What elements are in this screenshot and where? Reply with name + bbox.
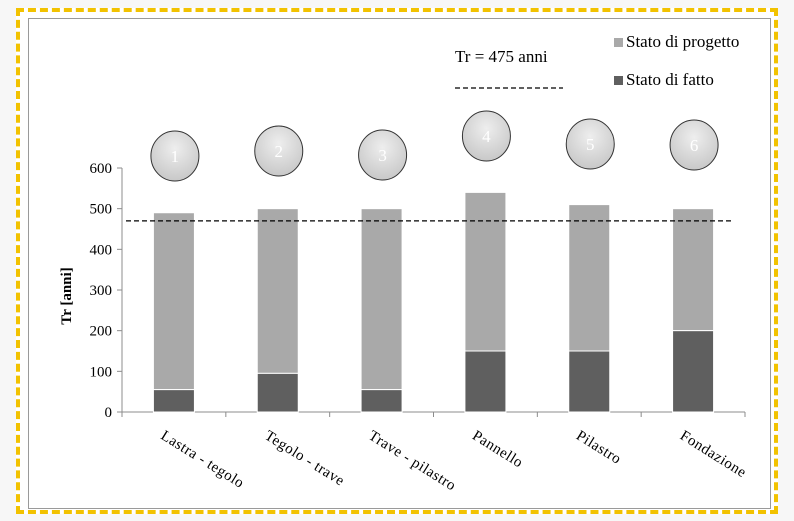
x-tick-label: Trave - pilastro [365, 428, 458, 495]
bar-stato-di-fatto [256, 372, 299, 413]
category-number-circle [254, 125, 304, 177]
category-number-label: 4 [482, 127, 491, 146]
category-number-circle [358, 129, 408, 181]
y-tick-label: 300 [90, 283, 113, 299]
legend-swatch-stato-di-fatto [614, 76, 623, 85]
category-number-circle [461, 110, 511, 162]
bar-stato-di-progetto [152, 212, 195, 391]
x-tick-label: Tegolo - trave [262, 428, 348, 490]
bar-stato-di-progetto [360, 208, 403, 391]
category-number-label: 3 [378, 146, 387, 165]
category-number-circle [150, 130, 200, 182]
bar-stato-di-progetto [672, 208, 715, 332]
category-number-badges: 1 2 3 4 5 6 [150, 110, 719, 182]
y-tick-label: 200 [90, 324, 113, 340]
bar-stato-di-progetto [256, 208, 299, 374]
legend-label-stato-di-progetto: Stato di progetto [626, 32, 739, 51]
category-number-circle [669, 119, 719, 171]
y-axis-label: Tr [anni] [59, 267, 75, 324]
category-number-label: 5 [586, 135, 595, 154]
y-tick-label: 100 [90, 364, 113, 380]
x-tick-labels: Lastra - tegolo Tegolo - trave Trave - pil… [158, 428, 749, 495]
bar-stato-di-progetto [568, 204, 611, 352]
y-tick-label: 0 [105, 405, 113, 421]
legend-label-stato-di-fatto: Stato di fatto [626, 70, 714, 89]
axes: 0 100 200 300 400 500 600 [90, 161, 746, 421]
legend: Tr = 475 anni Stato di progetto Stato di f… [455, 32, 739, 89]
x-tick-label: Fondazione [677, 428, 749, 481]
y-tick-label: 600 [90, 161, 113, 177]
bar-stato-di-fatto [568, 350, 611, 413]
legend-swatch-stato-di-progetto [614, 38, 623, 47]
bars [152, 191, 715, 413]
bar-stato-di-fatto [360, 389, 403, 413]
category-number-label: 2 [275, 142, 284, 161]
bar-stato-di-fatto [152, 389, 195, 413]
bar-stato-di-progetto [464, 191, 507, 352]
x-tick-label: Pannello [469, 428, 525, 472]
bar-stato-di-fatto [464, 350, 507, 413]
x-tick-label: Lastra - tegolo [158, 428, 247, 492]
y-tick-label: 400 [90, 242, 113, 258]
reference-line-label: Tr = 475 anni [455, 47, 548, 66]
x-tick-label: Pilastro [573, 428, 624, 468]
bar-stato-di-fatto [672, 330, 715, 413]
y-tick-label: 500 [90, 202, 113, 218]
category-number-circle [565, 118, 615, 170]
category-number-label: 6 [690, 136, 699, 155]
category-number-label: 1 [171, 147, 180, 166]
